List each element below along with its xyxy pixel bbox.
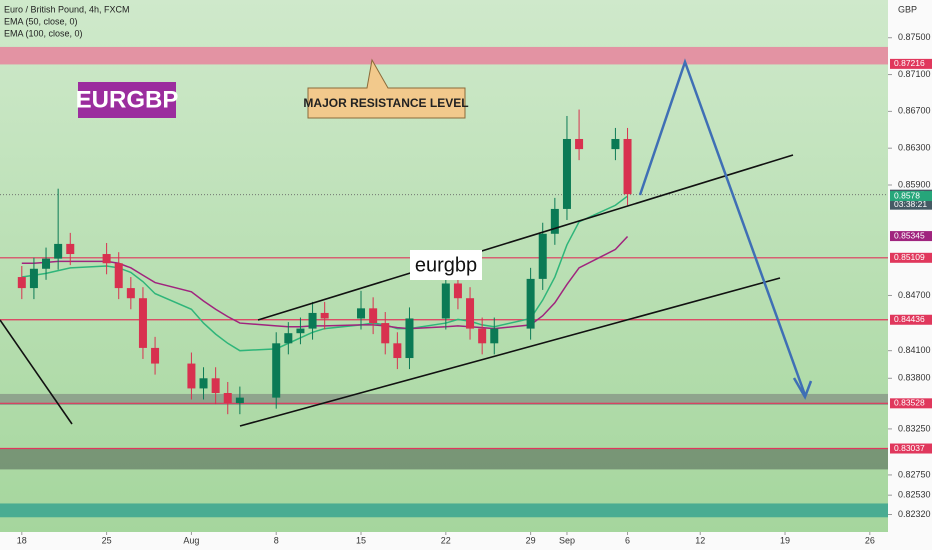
drawings: EURGBP MAJOR RESISTANCE LEVEL eurgbp <box>0 58 813 427</box>
y-tick-label: 0.85900 <box>898 179 931 189</box>
price-axis <box>888 0 932 550</box>
candle-body <box>42 258 51 269</box>
candle-body <box>272 343 281 398</box>
candle-body <box>393 343 402 359</box>
legend-entry: EMA (100, close, 0) <box>4 28 83 38</box>
candle-body <box>611 138 620 150</box>
price-badge-label: 0.84436 <box>894 314 925 324</box>
y-tick-label: 0.82530 <box>898 490 931 500</box>
time-axis <box>0 532 888 550</box>
y-tick-label: 0.87500 <box>898 32 931 42</box>
zone <box>0 46 888 65</box>
candle-body <box>126 288 135 299</box>
x-tick-label: 8 <box>274 535 279 545</box>
candle-body <box>29 268 38 289</box>
candle-body <box>441 283 450 319</box>
callout <box>307 58 466 119</box>
x-tick-label: Aug <box>183 535 199 545</box>
candle-body <box>453 283 462 299</box>
y-tick-label: 0.84100 <box>898 345 931 355</box>
trend-line <box>0 319 73 425</box>
x-tick-label: 25 <box>102 535 112 545</box>
price-badge <box>890 252 932 263</box>
candle-body <box>54 243 63 259</box>
candle-body <box>138 298 147 348</box>
y-tick-label: 0.86300 <box>898 143 931 153</box>
chart-label: eurgbp <box>415 254 477 276</box>
x-tick-label: 19 <box>780 535 790 545</box>
candle-body <box>211 378 220 394</box>
candle-body <box>235 397 244 404</box>
projection-arrow <box>638 58 807 396</box>
callout-text: MAJOR RESISTANCE LEVEL <box>303 96 468 110</box>
candle-body <box>151 347 160 364</box>
price-badge-label: 0.87216 <box>894 58 925 68</box>
price-badge <box>890 58 932 69</box>
candle-body <box>308 312 317 329</box>
price-badge <box>890 398 932 409</box>
price-badge-label: 0.85345 <box>894 230 925 240</box>
candle-body <box>102 254 111 264</box>
y-tick-label: 0.82750 <box>898 469 931 479</box>
chart-title: Euro / British Pound, 4h, FXCM <box>4 4 130 14</box>
candle-body <box>296 328 305 334</box>
channel-upper <box>257 154 794 321</box>
channel-lower <box>239 277 781 427</box>
candle-body <box>369 308 378 324</box>
candle-body <box>526 278 535 329</box>
price-badge <box>890 314 932 325</box>
y-tick-label: 0.83250 <box>898 423 931 433</box>
candle-body <box>66 243 75 255</box>
price-badge <box>890 231 932 242</box>
price-badge <box>890 191 932 202</box>
candle-body <box>575 138 584 150</box>
arrow-head <box>792 377 813 400</box>
candle-body <box>223 393 232 404</box>
zone <box>0 393 888 405</box>
candle-body <box>562 138 571 209</box>
candle-body <box>550 208 559 234</box>
countdown-label: 03:38:21 <box>894 199 927 209</box>
x-tick-label: 12 <box>695 535 705 545</box>
price-badge <box>890 443 932 454</box>
candle-body <box>490 328 499 344</box>
legend-entry: EMA (50, close, 0) <box>4 16 78 26</box>
x-tick-label: 26 <box>865 535 875 545</box>
y-tick-label: 0.86700 <box>898 106 931 116</box>
y-tick-label: 0.87100 <box>898 69 931 79</box>
chart-label-box <box>410 250 482 280</box>
candle-body <box>478 328 487 344</box>
candle-body <box>623 138 632 195</box>
y-tick-label: 0.82320 <box>898 509 931 519</box>
candle-body <box>284 333 293 344</box>
y-tick-label: 0.83800 <box>898 373 931 383</box>
price-badge-label: 0.8578 <box>894 190 920 200</box>
x-tick-label: 15 <box>356 535 366 545</box>
candle-body <box>466 298 475 329</box>
candle-body <box>381 323 390 344</box>
x-tick-label: Sep <box>559 535 575 545</box>
candle-body <box>114 263 123 289</box>
candle-body <box>357 308 366 319</box>
candle-body <box>405 318 414 359</box>
candle-body <box>538 233 547 279</box>
price-badge-label: 0.85109 <box>894 252 925 262</box>
candle-body <box>187 363 196 389</box>
x-tick-label: 6 <box>625 535 630 545</box>
symbol-box <box>78 82 176 118</box>
candle-body <box>320 312 329 319</box>
zone <box>0 448 888 470</box>
x-tick-label: 29 <box>526 535 536 545</box>
zone <box>0 503 888 518</box>
currency-label: GBP <box>898 4 917 14</box>
candle-body <box>17 277 26 289</box>
x-tick-label: 22 <box>441 535 451 545</box>
price-badge-label: 0.83528 <box>894 398 925 408</box>
y-tick-label: 0.84700 <box>898 290 931 300</box>
price-badge-label: 0.83037 <box>894 443 925 453</box>
candle-body <box>199 378 208 389</box>
x-tick-label: 18 <box>17 535 27 545</box>
symbol-label: EURGBP <box>76 86 179 113</box>
